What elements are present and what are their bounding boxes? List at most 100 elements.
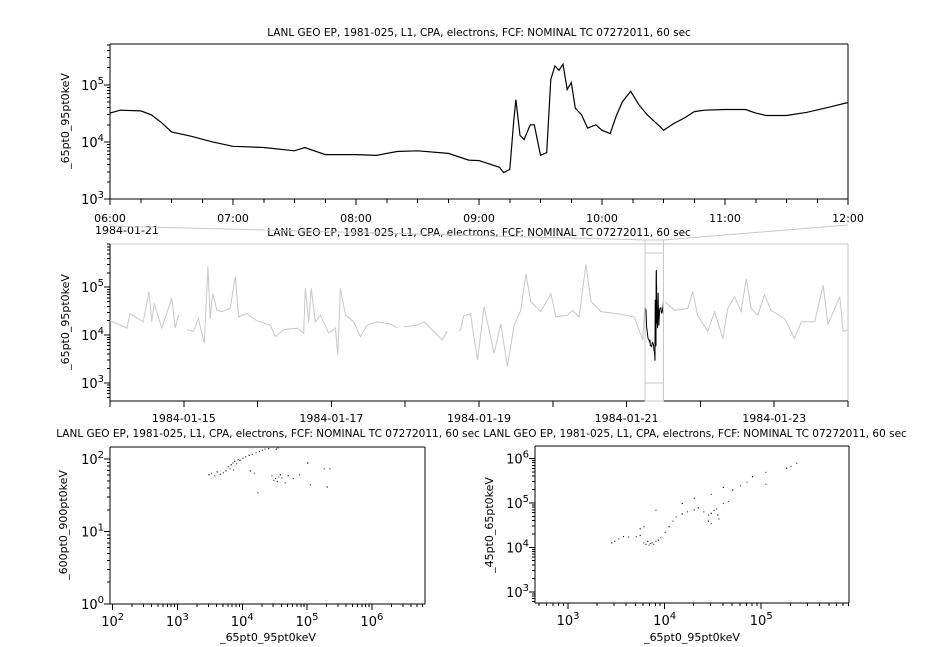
scatter1-point xyxy=(211,472,213,474)
scatter2-point xyxy=(716,508,718,510)
scatter1-point xyxy=(255,452,257,454)
scatter2-point xyxy=(765,471,767,473)
scatter2-point xyxy=(649,543,651,545)
zoom-connector-left xyxy=(109,225,646,241)
scatter2-title: LANL GEO EP, 1981-025, L1, CPA, electron… xyxy=(483,428,907,440)
scatter1-point xyxy=(264,448,266,450)
scatter1-point xyxy=(284,482,286,484)
panel2-x-tick-label: 1984-01-19 xyxy=(447,412,511,425)
scatter2-point xyxy=(655,509,657,511)
panel2-y-tick-label: 103 xyxy=(81,374,104,392)
scatter2-point xyxy=(622,536,625,538)
panel1-ylabel: _65pt0_95pt0keV xyxy=(59,73,72,170)
scatter2-point xyxy=(785,467,788,469)
scatter2-point xyxy=(693,509,695,511)
scatter2-point xyxy=(647,540,649,542)
scatter2-point xyxy=(686,511,689,513)
panel2-ylabel: _65pt0_95pt0keV xyxy=(59,274,72,371)
scatter2-point xyxy=(657,539,659,541)
scatter2-point xyxy=(739,485,741,487)
scatter2-point xyxy=(675,516,677,518)
panel2-context-line xyxy=(458,264,645,367)
scatter1-x-tick-label: 103 xyxy=(166,612,189,630)
scatter1-point xyxy=(253,472,255,474)
scatter1-point xyxy=(251,453,253,456)
scatter1-point xyxy=(275,448,278,450)
scatter1-point xyxy=(239,459,241,461)
scatter1-point xyxy=(232,462,234,464)
scatter1-x-tick-label: 104 xyxy=(231,612,254,630)
panel2-highlight-line xyxy=(644,269,664,361)
scatter1-point xyxy=(248,454,250,456)
scatter1-point xyxy=(257,492,259,494)
panel1-series-line xyxy=(109,62,849,174)
scatter1-point xyxy=(234,460,236,462)
panel1-y-tick-label: 105 xyxy=(81,76,104,94)
scatter2-point xyxy=(628,536,630,538)
scatter2-ylabel: _45pt0_65pt0keV xyxy=(483,477,496,574)
scatter2-point xyxy=(765,483,767,485)
panel2-context-line xyxy=(186,266,398,356)
scatter1-point xyxy=(279,474,281,476)
scatter2-y-tick-label: 106 xyxy=(506,449,529,467)
scatter2-point xyxy=(710,523,712,525)
scatter1-x-tick-label: 105 xyxy=(296,612,319,630)
scatter1-xlabel: _65pt0_95pt0keV xyxy=(219,631,316,644)
scatter2-point xyxy=(710,493,712,495)
scatter1-point xyxy=(237,459,239,461)
scatter1-point xyxy=(292,477,294,480)
panel1-x-tick-label: 11:00 xyxy=(709,212,741,225)
scatter2-y-tick-label: 105 xyxy=(506,494,529,512)
scatter2-point xyxy=(611,542,613,544)
scatter1-y-tick-label: 101 xyxy=(81,523,104,541)
scatter1-x-tick-label: 102 xyxy=(101,612,124,630)
scatter2-point xyxy=(697,507,699,509)
scatter1-point xyxy=(287,475,289,477)
panel1-x-tick-label: 09:00 xyxy=(463,212,495,225)
panel1-x-tick-label: 12:00 xyxy=(832,212,864,225)
panel2-x-tick-label: 1984-01-21 xyxy=(595,412,659,425)
scatter2-point xyxy=(681,502,683,505)
scatter2-point xyxy=(722,502,724,505)
scatter1-point xyxy=(275,477,277,480)
panel1-x-tick-label: 07:00 xyxy=(217,212,249,225)
panel2-y-tick-label: 105 xyxy=(81,278,104,296)
scatter1-point xyxy=(276,480,278,483)
scatter2-point xyxy=(655,540,657,542)
scatter1-point xyxy=(281,477,283,479)
scatter2-point xyxy=(717,514,719,516)
panel2-context-line xyxy=(664,278,849,340)
scatter2-point xyxy=(635,536,637,538)
scatter1-point xyxy=(277,447,279,449)
scatter1-point xyxy=(216,471,218,473)
scatter1-point xyxy=(278,476,280,478)
scatter1-point xyxy=(273,479,275,481)
scatter2-point xyxy=(681,513,683,515)
scatter1-ylabel: _600pt0_900pt0keV xyxy=(57,470,70,581)
scatter2-point xyxy=(796,462,798,464)
zoom-connector-right xyxy=(663,224,849,241)
scatter1-point xyxy=(214,475,216,477)
panel2-title: LANL GEO EP, 1981-025, L1, CPA, electron… xyxy=(267,227,691,239)
panel2-y-tick-label: 104 xyxy=(81,326,104,344)
scatter1-point xyxy=(236,463,238,465)
scatter2-y-tick-label: 103 xyxy=(506,583,529,601)
scatter2-point xyxy=(790,465,792,467)
scatter2-point xyxy=(718,518,720,520)
scatter2-point xyxy=(618,538,620,540)
scatter1-point xyxy=(258,450,260,453)
scatter1-point xyxy=(268,448,270,450)
scatter1-point xyxy=(222,472,224,474)
scatter2-point xyxy=(639,534,641,537)
scatter2-point xyxy=(614,540,616,542)
scatter2-point xyxy=(645,543,647,545)
scatter2-x-tick-label: 103 xyxy=(557,611,580,629)
panel2-context-line xyxy=(403,321,448,341)
scatter2-point xyxy=(672,520,674,522)
scatter2-point xyxy=(651,542,653,544)
scatter1-point xyxy=(261,449,263,451)
scatter1-point xyxy=(219,473,221,475)
scatter2-point xyxy=(732,489,734,491)
scatter2-point xyxy=(693,497,695,499)
panel1-x-tick-label: 10:00 xyxy=(586,212,618,225)
